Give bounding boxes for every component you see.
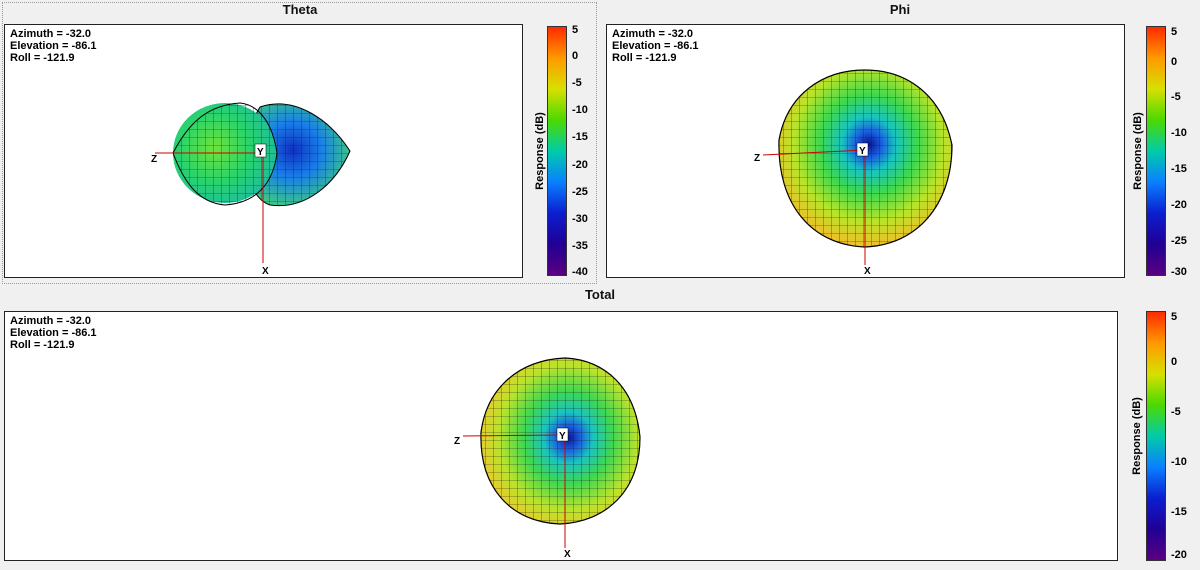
phi-3d-pattern[interactable]: Z Y X bbox=[607, 25, 1124, 277]
total-tick: -15 bbox=[1171, 506, 1187, 518]
phi-tick: -10 bbox=[1171, 127, 1187, 139]
phi-azimuth: Azimuth = -32.0 bbox=[612, 28, 693, 40]
phi-roll: Roll = -121.9 bbox=[612, 52, 677, 64]
theta-title: Theta bbox=[282, 2, 318, 17]
phi-tick: 5 bbox=[1171, 26, 1178, 38]
phi-x-axis-label: X bbox=[864, 266, 871, 277]
theta-elevation: Elevation = -86.1 bbox=[10, 40, 97, 52]
total-tick: -5 bbox=[1171, 406, 1181, 418]
total-colorbar-ticks: 5 0 -5 -10 -15 -20 bbox=[1171, 311, 1195, 561]
theta-colorbar-ticks: 5 0 -5 -10 -15 -20 -25 -30 -35 -40 bbox=[572, 24, 596, 278]
theta-colorbar bbox=[547, 26, 567, 276]
theta-roll: Roll = -121.9 bbox=[10, 52, 75, 64]
phi-elevation: Elevation = -86.1 bbox=[612, 40, 699, 52]
total-tick: -20 bbox=[1171, 549, 1187, 561]
theta-view-info: Azimuth = -32.0 Elevation = -86.1 Roll =… bbox=[10, 28, 97, 64]
theta-y-axis-label: Y bbox=[257, 147, 264, 158]
theta-panel: Theta Azimuth = -32.0 Elevation = -86.1 … bbox=[0, 0, 600, 285]
total-colorbar-label: Response (dB) bbox=[1131, 397, 1143, 475]
phi-view-info: Azimuth = -32.0 Elevation = -86.1 Roll =… bbox=[612, 28, 699, 64]
theta-tick: 5 bbox=[572, 24, 579, 36]
theta-surface bbox=[172, 102, 351, 207]
total-plot-area[interactable]: Azimuth = -32.0 Elevation = -86.1 Roll =… bbox=[4, 311, 1118, 561]
theta-tick: -10 bbox=[572, 104, 588, 116]
theta-tick: -40 bbox=[572, 266, 588, 278]
theta-tick: -25 bbox=[572, 186, 588, 198]
phi-tick: -15 bbox=[1171, 163, 1187, 175]
total-roll: Roll = -121.9 bbox=[10, 339, 75, 351]
phi-tick: -25 bbox=[1171, 235, 1187, 247]
theta-panel-border bbox=[2, 2, 597, 284]
total-colorbar bbox=[1146, 311, 1166, 561]
total-3d-pattern[interactable]: Z Y X bbox=[5, 312, 1117, 560]
theta-axes: Z Y X bbox=[151, 143, 269, 277]
phi-axes: Z Y X bbox=[754, 142, 871, 277]
total-azimuth: Azimuth = -32.0 bbox=[10, 315, 91, 327]
total-tick: -10 bbox=[1171, 456, 1187, 468]
total-z-axis-label: Z bbox=[454, 436, 460, 447]
phi-colorbar bbox=[1146, 26, 1166, 276]
theta-tick: -30 bbox=[572, 213, 588, 225]
total-y-axis-label: Y bbox=[559, 431, 566, 442]
total-view-info: Azimuth = -32.0 Elevation = -86.1 Roll =… bbox=[10, 315, 97, 351]
theta-colorbar-label: Response (dB) bbox=[534, 112, 546, 190]
total-tick: 5 bbox=[1171, 311, 1178, 323]
phi-y-axis-label: Y bbox=[859, 146, 866, 157]
phi-z-axis-label: Z bbox=[754, 153, 760, 164]
theta-z-axis-label: Z bbox=[151, 154, 157, 165]
total-title: Total bbox=[584, 287, 616, 302]
theta-tick: -5 bbox=[572, 77, 582, 89]
phi-tick: -20 bbox=[1171, 199, 1187, 211]
theta-tick: 0 bbox=[572, 50, 579, 62]
phi-colorbar-label: Response (dB) bbox=[1132, 112, 1144, 190]
phi-tick: -30 bbox=[1171, 266, 1187, 278]
theta-plot-area[interactable]: Azimuth = -32.0 Elevation = -86.1 Roll =… bbox=[4, 24, 523, 278]
phi-tick: 0 bbox=[1171, 56, 1178, 68]
theta-x-axis-label: X bbox=[262, 266, 269, 277]
total-elevation: Elevation = -86.1 bbox=[10, 327, 97, 339]
phi-panel: Phi Azimuth = -32.0 Elevation = -86.1 Ro… bbox=[600, 0, 1200, 285]
total-tick: 0 bbox=[1171, 356, 1178, 368]
phi-tick: -5 bbox=[1171, 91, 1181, 103]
theta-tick: -20 bbox=[572, 159, 588, 171]
total-axes: Z Y X bbox=[454, 427, 571, 560]
phi-plot-area[interactable]: Azimuth = -32.0 Elevation = -86.1 Roll =… bbox=[606, 24, 1125, 278]
theta-tick: -35 bbox=[572, 240, 588, 252]
phi-title: Phi bbox=[889, 2, 911, 17]
total-x-axis-label: X bbox=[564, 549, 571, 560]
total-panel: Total Azimuth = -32.0 Elevation = -86.1 … bbox=[0, 285, 1200, 570]
phi-colorbar-ticks: 5 0 -5 -10 -15 -20 -25 -30 bbox=[1171, 26, 1195, 278]
theta-3d-pattern[interactable]: Z Y X bbox=[5, 25, 522, 277]
theta-azimuth: Azimuth = -32.0 bbox=[10, 28, 91, 40]
theta-tick: -15 bbox=[572, 131, 588, 143]
